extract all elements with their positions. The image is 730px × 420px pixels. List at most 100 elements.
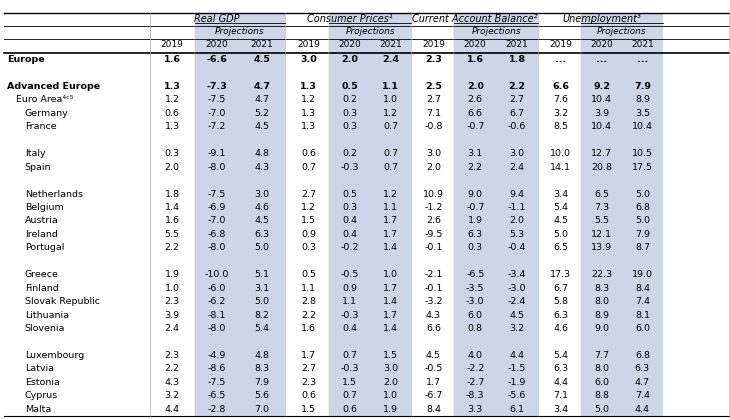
Text: -2.8: -2.8 — [208, 404, 226, 414]
Text: 7.6: 7.6 — [553, 95, 568, 105]
Text: 0.8: 0.8 — [468, 324, 483, 333]
Text: 4.3: 4.3 — [164, 378, 180, 387]
Text: -8.0: -8.0 — [208, 324, 226, 333]
Text: 0.9: 0.9 — [301, 230, 316, 239]
Text: -8.1: -8.1 — [208, 310, 226, 320]
Text: 1.2: 1.2 — [165, 95, 180, 105]
Text: -3.5: -3.5 — [466, 284, 485, 293]
Text: 2.6: 2.6 — [468, 95, 483, 105]
Text: 0.7: 0.7 — [342, 351, 357, 360]
Text: 1.2: 1.2 — [383, 109, 398, 118]
Text: 9.0: 9.0 — [468, 189, 483, 199]
Text: 2.3: 2.3 — [301, 378, 316, 387]
Text: 8.2: 8.2 — [255, 310, 269, 320]
Text: 6.8: 6.8 — [635, 203, 650, 212]
Text: 2.4: 2.4 — [382, 55, 399, 64]
Text: -2.2: -2.2 — [466, 364, 485, 373]
Text: 4.5: 4.5 — [510, 310, 525, 320]
Text: 1.3: 1.3 — [301, 122, 316, 131]
Text: 4.5: 4.5 — [254, 55, 271, 64]
Text: 6.3: 6.3 — [553, 364, 568, 373]
Text: -6.7: -6.7 — [424, 391, 442, 400]
Text: 1.0: 1.0 — [383, 391, 398, 400]
FancyBboxPatch shape — [329, 13, 411, 416]
Text: Ireland: Ireland — [25, 230, 58, 239]
Text: -7.5: -7.5 — [208, 95, 226, 105]
Text: 0.4: 0.4 — [342, 216, 357, 226]
Text: -6.0: -6.0 — [208, 284, 226, 293]
Text: 6.6: 6.6 — [468, 109, 483, 118]
Text: Portugal: Portugal — [25, 243, 64, 252]
Text: 10.9: 10.9 — [423, 189, 444, 199]
Text: 1.5: 1.5 — [301, 216, 316, 226]
Text: -6.2: -6.2 — [208, 297, 226, 306]
Text: -9.1: -9.1 — [208, 149, 226, 158]
Text: 3.1: 3.1 — [255, 284, 270, 293]
Text: -0.1: -0.1 — [424, 284, 442, 293]
Text: -0.3: -0.3 — [340, 163, 359, 172]
Text: 10.4: 10.4 — [632, 122, 653, 131]
Text: 3.0: 3.0 — [510, 149, 525, 158]
Text: 6.3: 6.3 — [553, 310, 568, 320]
Text: 4.5: 4.5 — [426, 351, 441, 360]
Text: 2.0: 2.0 — [341, 55, 358, 64]
Text: 1.4: 1.4 — [383, 324, 398, 333]
Text: 2.6: 2.6 — [426, 216, 441, 226]
Text: 3.0: 3.0 — [426, 149, 441, 158]
Text: 19.0: 19.0 — [632, 270, 653, 279]
Text: 3.9: 3.9 — [164, 310, 180, 320]
Text: 2021: 2021 — [251, 40, 274, 49]
Text: ...: ... — [637, 55, 648, 64]
Text: ...: ... — [555, 55, 566, 64]
Text: 0.6: 0.6 — [165, 109, 180, 118]
Text: 2.5: 2.5 — [425, 82, 442, 91]
Text: -1.9: -1.9 — [508, 378, 526, 387]
Text: Consumer Prices¹: Consumer Prices¹ — [307, 13, 393, 24]
Text: 1.7: 1.7 — [383, 230, 398, 239]
Text: 1.5: 1.5 — [383, 351, 398, 360]
Text: Cyprus: Cyprus — [25, 391, 58, 400]
Text: 7.1: 7.1 — [553, 391, 568, 400]
Text: 4.5: 4.5 — [553, 216, 568, 226]
Text: -0.3: -0.3 — [340, 310, 359, 320]
Text: -0.7: -0.7 — [466, 122, 485, 131]
Text: 4.7: 4.7 — [255, 95, 269, 105]
Text: 1.3: 1.3 — [164, 82, 180, 91]
Text: 8.8: 8.8 — [594, 391, 609, 400]
Text: 8.0: 8.0 — [594, 297, 609, 306]
Text: -1.2: -1.2 — [424, 203, 442, 212]
Text: 3.0: 3.0 — [301, 55, 317, 64]
Text: 1.1: 1.1 — [382, 82, 399, 91]
Text: 0.3: 0.3 — [164, 149, 180, 158]
Text: 5.0: 5.0 — [255, 297, 269, 306]
Text: 22.3: 22.3 — [591, 270, 612, 279]
Text: 1.9: 1.9 — [165, 270, 180, 279]
Text: -6.5: -6.5 — [466, 270, 485, 279]
Text: Estonia: Estonia — [25, 378, 60, 387]
Text: -3.0: -3.0 — [466, 297, 485, 306]
Text: 8.3: 8.3 — [255, 364, 270, 373]
Text: -0.7: -0.7 — [466, 203, 485, 212]
Text: 0.3: 0.3 — [342, 203, 357, 212]
Text: 2.2: 2.2 — [165, 243, 180, 252]
Text: 4.8: 4.8 — [255, 351, 269, 360]
Text: 2.8: 2.8 — [301, 297, 316, 306]
Text: 1.5: 1.5 — [301, 404, 316, 414]
Text: France: France — [25, 122, 56, 131]
Text: 2.7: 2.7 — [301, 364, 316, 373]
Text: -6.8: -6.8 — [208, 230, 226, 239]
Text: 2021: 2021 — [379, 40, 402, 49]
Text: 9.0: 9.0 — [594, 324, 609, 333]
Text: Projections: Projections — [345, 26, 395, 36]
Text: 0.9: 0.9 — [342, 284, 357, 293]
Text: 8.3: 8.3 — [594, 284, 609, 293]
Text: 6.7: 6.7 — [510, 109, 525, 118]
Text: 2019: 2019 — [161, 40, 184, 49]
Text: Current Account Balance²: Current Account Balance² — [412, 13, 538, 24]
Text: 1.3: 1.3 — [300, 82, 318, 91]
Text: 7.3: 7.3 — [594, 203, 609, 212]
Text: -1.1: -1.1 — [508, 203, 526, 212]
Text: 1.2: 1.2 — [301, 203, 316, 212]
Text: 3.5: 3.5 — [635, 109, 650, 118]
Text: 6.6: 6.6 — [426, 324, 441, 333]
